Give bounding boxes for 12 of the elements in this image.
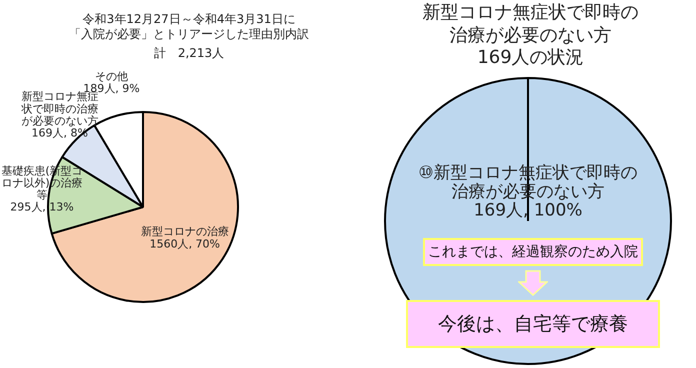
slice-label: その他 [95, 70, 128, 84]
chart-subtitle: 169人の状況 [476, 47, 585, 70]
data-label: 295人, 13% [10, 200, 74, 214]
data-label: 169人, 100% [474, 200, 582, 221]
text: 今後は、自宅等で療養 [406, 300, 660, 348]
slice-label: 新型コロナ無症状で即時の治療が必要のない方 [20, 90, 98, 128]
slice-label: 新型コロナの治療 [140, 225, 229, 238]
text: これまでは、経過観察のため入院 [423, 238, 643, 266]
data-label: 1560人, 70% [150, 237, 220, 250]
chart-title: 令和3年12月27日～令和4年3月31日に「入院が必要」とトリアージした理由別内訳 [68, 12, 310, 42]
chart-subtitle: 計 2,213人 [152, 46, 226, 61]
chart-title: 新型コロナ無症状で即時の治療が必要のない方 [422, 2, 640, 47]
